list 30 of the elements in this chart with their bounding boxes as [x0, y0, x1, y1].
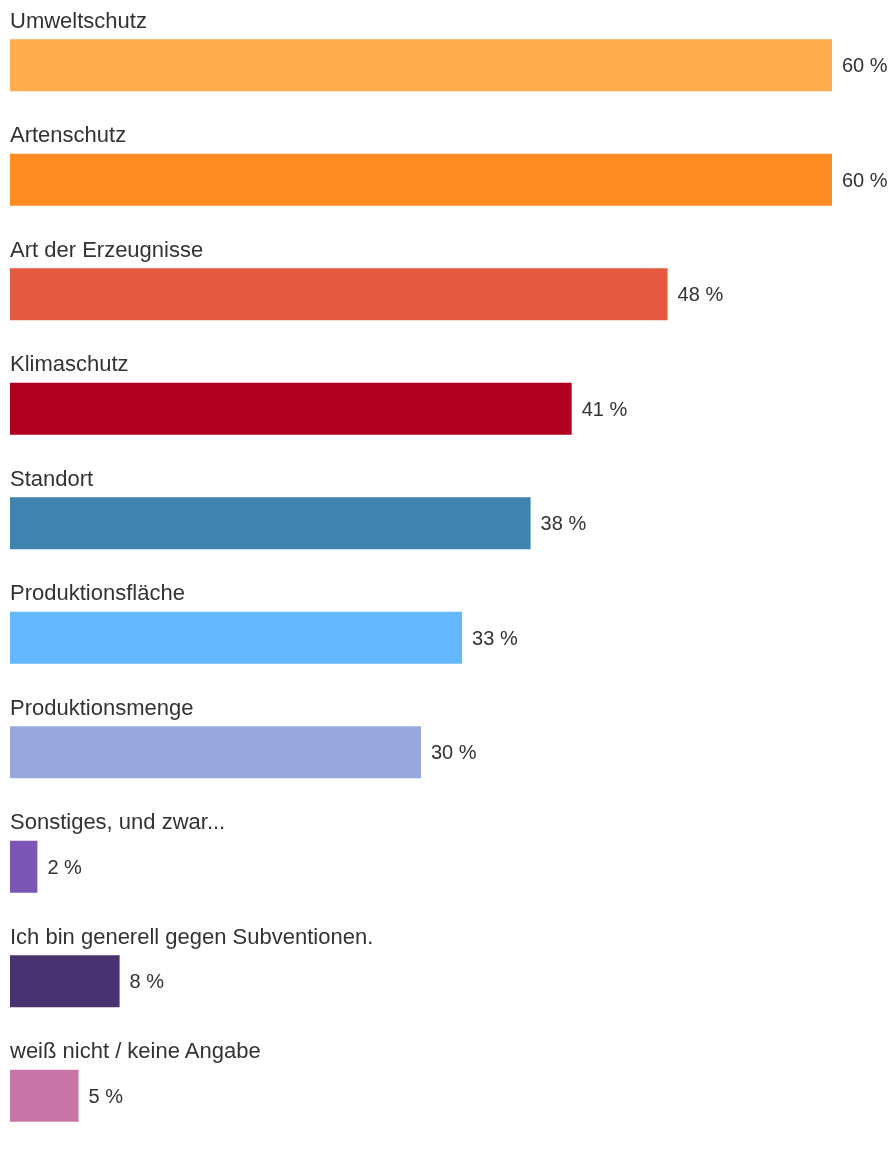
bar — [10, 268, 668, 321]
bar — [10, 726, 421, 779]
bar — [10, 611, 463, 664]
bar — [10, 497, 531, 550]
bar — [10, 955, 120, 1008]
bar — [10, 39, 832, 92]
data-label: 41 % — [581, 397, 628, 420]
data-label: 30 % — [431, 741, 477, 764]
y-tick-label: Klimaschutz — [10, 351, 129, 377]
y-tick-label: Umweltschutz — [10, 7, 147, 33]
bar — [10, 382, 572, 435]
y-tick-label: weiß nicht / keine Angabe — [9, 1038, 261, 1064]
y-tick-label: Produktionsmenge — [10, 694, 194, 720]
data-label: 2 % — [47, 855, 83, 878]
bar — [10, 153, 832, 206]
data-label: 38 % — [540, 512, 587, 535]
y-tick-label: Art der Erzeugnisse — [10, 236, 204, 262]
bar — [10, 840, 38, 893]
y-tick-label: Artenschutz — [10, 122, 127, 148]
bar — [10, 1069, 79, 1122]
data-label: 5 % — [88, 1084, 124, 1107]
y-tick-label: Standort — [10, 465, 94, 491]
y-tick-label: Produktionsfläche — [10, 580, 185, 606]
data-label: 48 % — [677, 283, 724, 306]
y-tick-label: Sonstiges, und zwar... — [10, 809, 226, 835]
y-tick-label: Ich bin generell gegen Subventionen. — [10, 923, 374, 949]
data-label: 60 % — [842, 54, 888, 77]
data-label: 60 % — [842, 168, 888, 191]
data-label: 8 % — [129, 970, 165, 993]
data-label: 33 % — [472, 626, 518, 649]
